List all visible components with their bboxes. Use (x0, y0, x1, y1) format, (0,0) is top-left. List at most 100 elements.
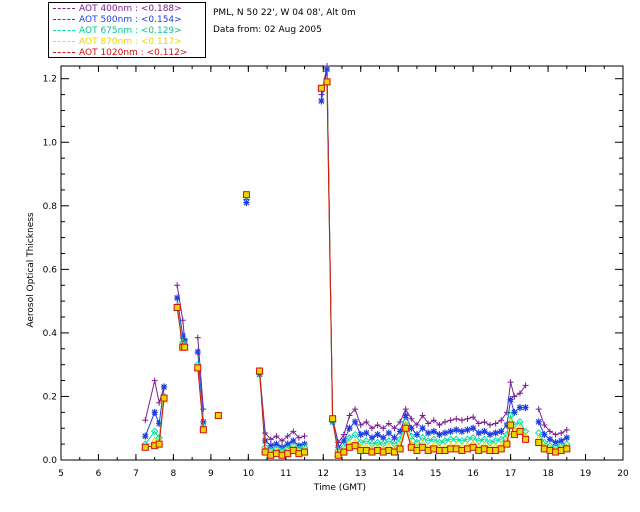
data-point (546, 428, 553, 435)
data-point (295, 434, 302, 441)
data-point (503, 421, 510, 429)
data-point (363, 418, 370, 425)
x-tick-label: 19 (580, 469, 592, 479)
data-point (318, 97, 325, 105)
data-point (464, 415, 471, 422)
x-tick-label: 8 (171, 469, 177, 479)
data-point (492, 420, 499, 427)
legend-item-675nm: AOT 675nm : <0.129> (53, 26, 182, 37)
data-point (380, 425, 387, 432)
series-4 (141, 78, 571, 459)
data-point (379, 440, 387, 448)
data-point (511, 408, 518, 416)
data-point (243, 199, 250, 207)
data-point (464, 426, 471, 434)
data-point (419, 412, 426, 419)
data-point (430, 445, 438, 453)
data-point (436, 422, 443, 429)
y-tick-label: 1.0 (43, 138, 58, 148)
legend-label-400nm: AOT 400nm : <0.188> (79, 4, 182, 14)
series-line (320, 69, 526, 449)
data-point (408, 424, 415, 432)
data-point (323, 78, 331, 86)
data-point (142, 432, 149, 440)
data-point (552, 448, 560, 456)
data-point (346, 412, 353, 419)
data-point (470, 424, 477, 432)
y-tick-label: 1.2 (43, 75, 57, 85)
data-point (552, 439, 559, 447)
y-axis-label: Aerosol Optical Thickness (26, 212, 36, 328)
data-point (318, 91, 325, 98)
data-point (452, 445, 460, 453)
data-point (486, 446, 494, 454)
data-point (179, 332, 186, 340)
legend-label-1020nm: AOT 1020nm : <0.112> (79, 48, 188, 58)
data-point (279, 437, 286, 444)
data-point (475, 429, 482, 437)
data-point (458, 446, 466, 454)
data-point (290, 428, 297, 435)
legend-swatch-500nm (53, 19, 75, 20)
series-0 (142, 63, 570, 446)
data-point (385, 446, 393, 454)
chart-axes: 5 6 7 8 9 10 11 12 13 14 15 16 17 18 19 20 0.0 0.2 0.4 0.6 0… (43, 65, 629, 479)
data-point (329, 415, 337, 423)
data-point (507, 379, 514, 386)
data-point (436, 431, 443, 439)
data-point (284, 433, 291, 440)
data-point (470, 414, 477, 421)
data-point (352, 406, 359, 413)
data-point (161, 383, 168, 391)
data-point (390, 440, 399, 448)
data-point (475, 446, 483, 454)
data-point (374, 431, 381, 439)
legend-swatch-870nm (53, 41, 75, 42)
data-point (267, 451, 275, 459)
data-point (278, 451, 286, 459)
data-point (385, 429, 392, 437)
data-point (351, 430, 359, 439)
series-line (321, 80, 527, 452)
data-point (284, 440, 291, 448)
legend-item-500nm: AOT 500nm : <0.154> (53, 15, 182, 26)
x-tick-label: 15 (430, 469, 441, 479)
data-point (447, 445, 455, 453)
data-point (563, 426, 570, 433)
data-point (510, 431, 518, 439)
y-tick-label: 0.6 (43, 265, 58, 275)
data-point (563, 434, 570, 442)
data-point (284, 450, 292, 458)
data-point (397, 427, 404, 435)
data-point (558, 437, 565, 445)
x-tick-label: 18 (542, 469, 554, 479)
data-point (324, 65, 331, 73)
data-point (475, 420, 482, 427)
x-tick-label: 10 (243, 469, 255, 479)
x-tick-label: 14 (392, 469, 404, 479)
data-point (391, 425, 398, 432)
series-line (197, 337, 204, 410)
chart-legend: AOT 400nm : <0.188> AOT 500nm : <0.154> … (48, 2, 206, 58)
data-point (453, 426, 460, 434)
data-point (464, 445, 472, 453)
site-location: PML, N 50 22', W 04 08', Alt 0m (213, 8, 356, 18)
series-3 (140, 77, 572, 457)
data-point (373, 438, 382, 447)
data-point (413, 438, 421, 447)
data-point (430, 427, 437, 435)
series-1 (142, 65, 570, 451)
data-point (442, 429, 449, 437)
data-point (173, 303, 181, 311)
data-point (435, 446, 443, 454)
data-point (194, 364, 202, 372)
series-line (538, 409, 568, 436)
legend-label-500nm: AOT 500nm : <0.154> (79, 15, 182, 25)
data-point (540, 445, 548, 453)
legend-label-675nm: AOT 675nm : <0.129> (79, 26, 182, 36)
data-point (273, 440, 280, 448)
data-point (516, 404, 523, 412)
data-point (273, 433, 280, 440)
data-point (374, 422, 381, 429)
